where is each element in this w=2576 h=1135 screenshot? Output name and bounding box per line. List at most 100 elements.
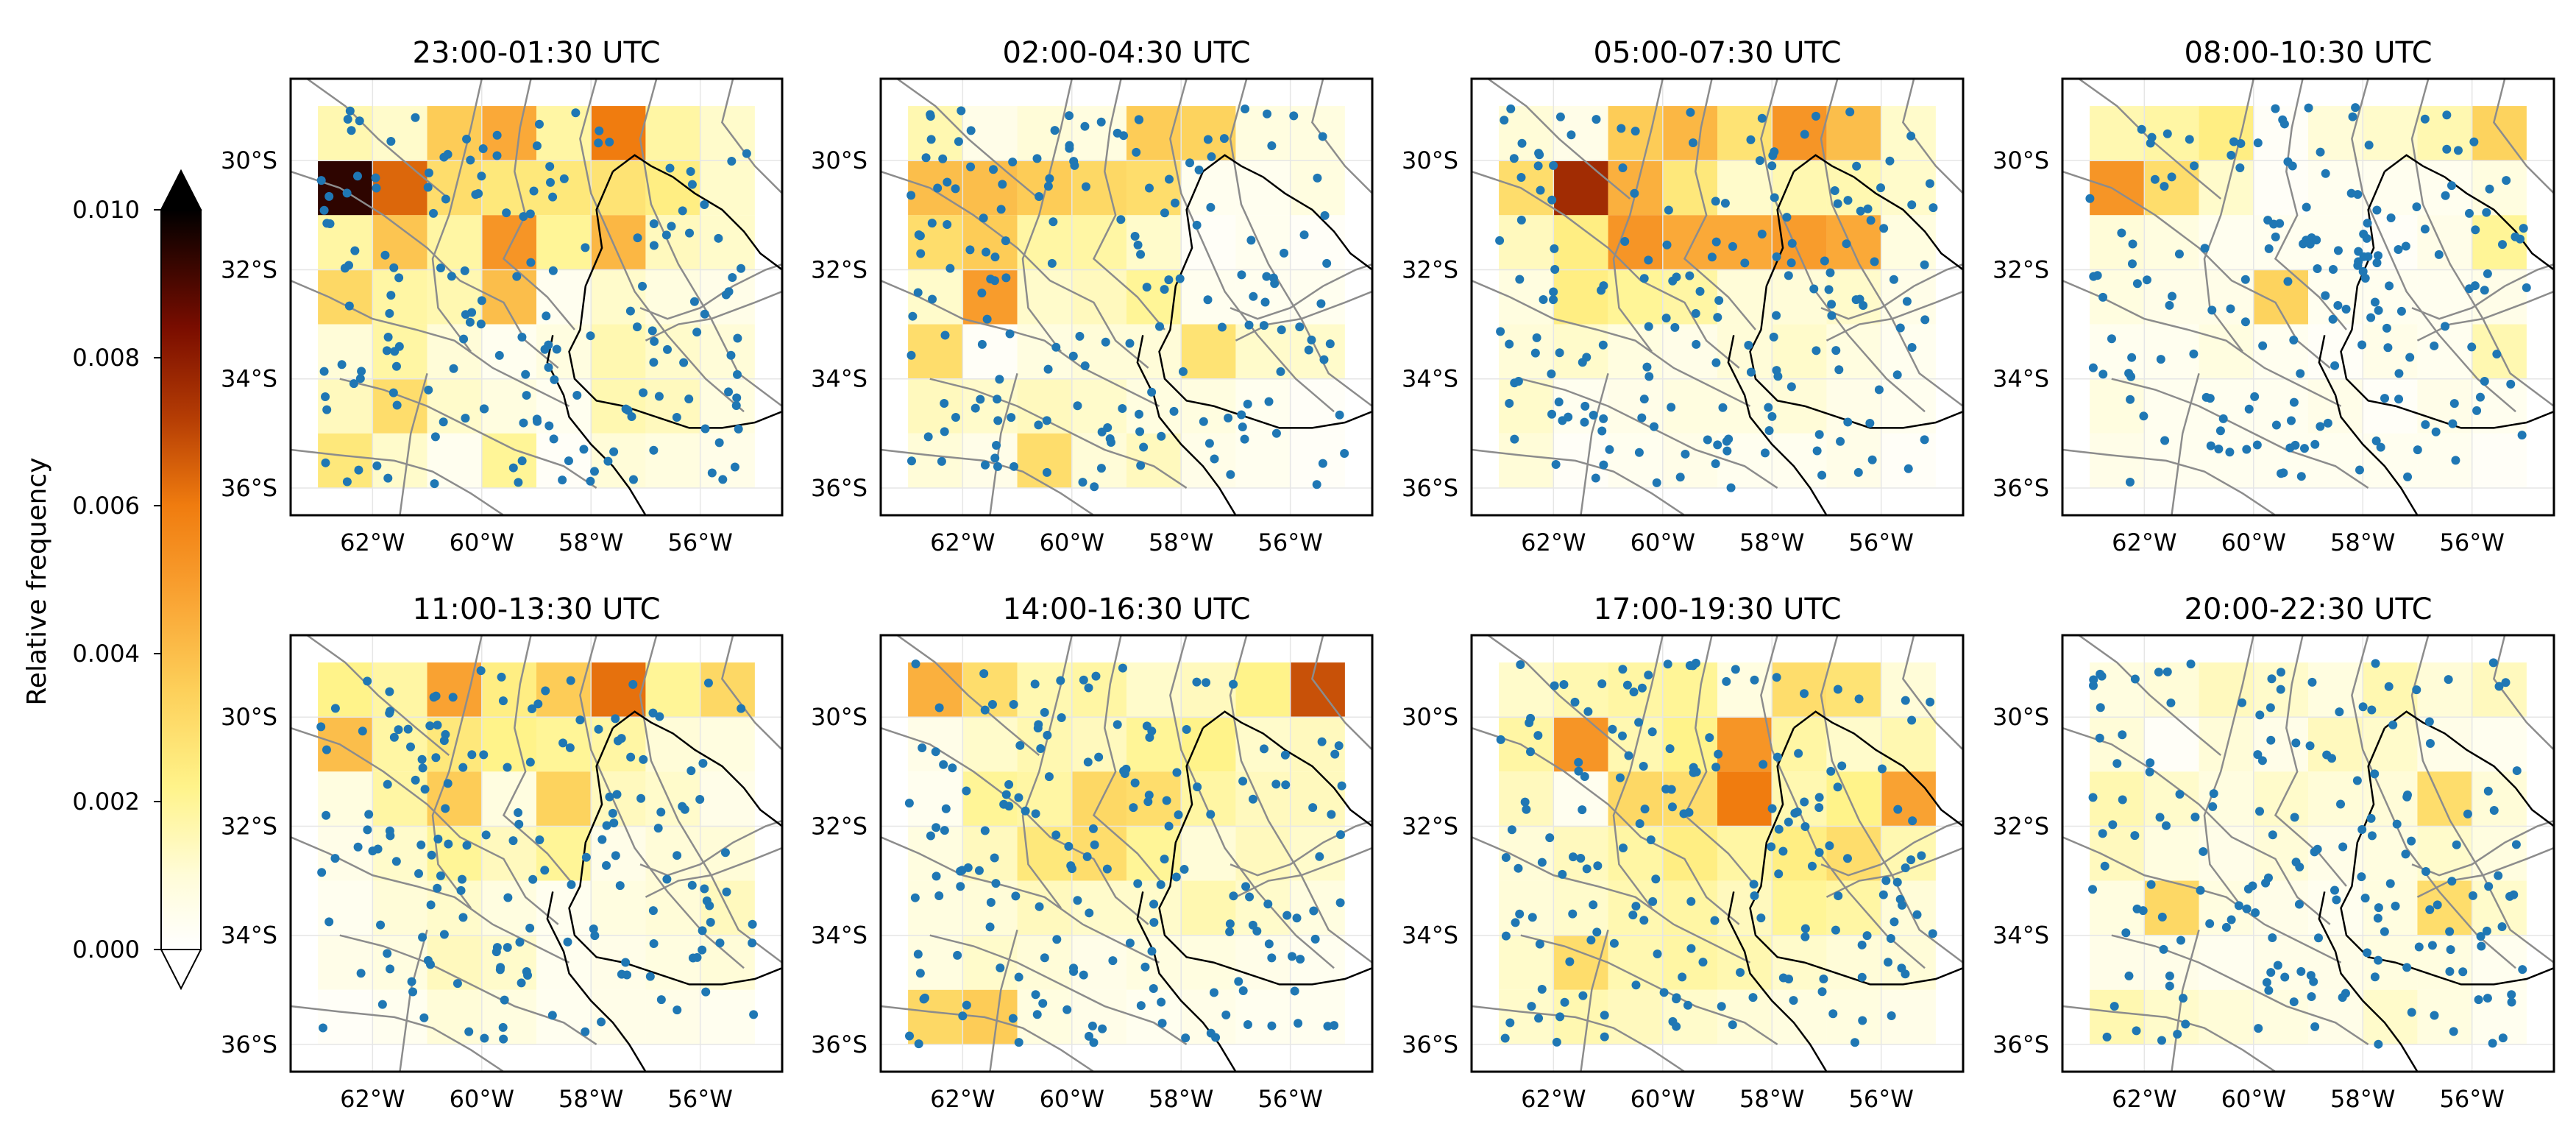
station-point xyxy=(1536,185,1545,195)
heatmap-cell xyxy=(1826,717,1881,772)
boundary-line xyxy=(2411,263,2554,320)
station-point xyxy=(2199,846,2208,856)
station-point xyxy=(1096,117,1106,127)
station-point xyxy=(1501,853,1511,863)
station-point xyxy=(2441,191,2450,200)
station-point xyxy=(2471,225,2480,235)
station-point xyxy=(1179,865,1189,874)
station-point xyxy=(2189,349,2199,358)
station-point xyxy=(423,183,433,192)
station-point xyxy=(1319,355,1329,364)
station-point xyxy=(581,1027,590,1036)
station-point xyxy=(411,113,420,122)
heatmap-cell xyxy=(2144,880,2199,936)
station-point xyxy=(407,977,416,986)
boundary-line xyxy=(1487,79,1631,200)
station-point xyxy=(1547,195,1557,205)
station-point xyxy=(2085,194,2095,203)
heatmap-cell xyxy=(481,106,536,161)
station-point xyxy=(1079,675,1088,685)
station-point xyxy=(566,676,575,685)
station-point xyxy=(1547,409,1557,419)
station-point xyxy=(1088,824,1098,833)
boundary-line xyxy=(1580,929,1609,1072)
heatmap-cell xyxy=(908,106,963,161)
station-point xyxy=(951,412,960,422)
station-point xyxy=(2145,767,2154,777)
heatmap-cell xyxy=(1826,106,1881,161)
heatmap-cell xyxy=(1499,324,1554,379)
boundary-line xyxy=(1230,263,1372,320)
station-point xyxy=(1711,237,1721,247)
station-point xyxy=(705,901,714,911)
station-point xyxy=(1898,900,1907,910)
station-point xyxy=(2371,436,2381,446)
station-point xyxy=(2328,314,2338,324)
station-point xyxy=(528,874,538,884)
station-point xyxy=(1135,427,1145,436)
station-point xyxy=(2277,469,2286,478)
station-point xyxy=(1335,410,1344,420)
station-point xyxy=(478,144,488,154)
station-point xyxy=(581,243,590,252)
station-point xyxy=(2276,685,2285,694)
x-tick-label: 56°W xyxy=(2439,1085,2504,1113)
station-point xyxy=(653,824,663,833)
boundary-line xyxy=(639,819,782,877)
station-point xyxy=(2251,908,2260,917)
station-point xyxy=(2098,292,2108,302)
heatmap-cell xyxy=(962,989,1018,1044)
station-point xyxy=(2088,363,2098,372)
station-point xyxy=(343,115,352,124)
heatmap-cell xyxy=(1772,269,1827,325)
station-point xyxy=(1639,916,1649,925)
station-point xyxy=(2088,793,2098,802)
station-point xyxy=(2412,685,2421,695)
y-tick-label: 34°S xyxy=(221,922,277,950)
heatmap-cell xyxy=(908,433,963,488)
station-point xyxy=(1877,764,1887,774)
station-point xyxy=(426,900,436,910)
station-point xyxy=(1630,188,1639,198)
station-point xyxy=(963,863,973,872)
station-point xyxy=(1154,322,1164,331)
station-point xyxy=(1169,406,1179,416)
heatmap-cell xyxy=(2417,269,2472,325)
heatmap-cell xyxy=(1071,160,1126,216)
station-point xyxy=(2420,224,2430,234)
boundary-line xyxy=(1825,846,1963,898)
boundary-line xyxy=(291,448,505,515)
heatmap-cell xyxy=(2363,989,2418,1044)
station-point xyxy=(1090,840,1099,849)
station-point xyxy=(2196,885,2205,895)
station-point xyxy=(602,821,611,830)
station-point xyxy=(594,138,603,148)
station-point xyxy=(376,920,386,930)
station-point xyxy=(1522,805,1531,814)
heatmap-cell xyxy=(2417,989,2472,1044)
station-point xyxy=(1926,697,1935,707)
station-point xyxy=(1920,315,1930,325)
station-point xyxy=(1764,425,1774,435)
station-point xyxy=(1809,284,1819,294)
heatmap-cell xyxy=(1881,215,1936,270)
boundary-line xyxy=(639,263,782,320)
station-point xyxy=(1547,370,1556,379)
station-point xyxy=(1510,434,1519,444)
station-point xyxy=(1618,843,1628,852)
x-tick-label: 62°W xyxy=(340,528,405,556)
heatmap-cell xyxy=(1553,160,1608,216)
heatmap-cell xyxy=(1071,880,1126,936)
station-point xyxy=(662,874,672,884)
station-point xyxy=(958,1011,968,1021)
station-point xyxy=(319,205,329,215)
station-point xyxy=(1831,346,1841,356)
country-border xyxy=(546,891,647,1072)
station-point xyxy=(1685,661,1695,671)
station-point xyxy=(2425,905,2435,914)
station-point xyxy=(1770,193,1779,202)
station-point xyxy=(2474,995,2483,1005)
heatmap-cell xyxy=(1017,378,1072,434)
station-point xyxy=(1310,934,1320,944)
